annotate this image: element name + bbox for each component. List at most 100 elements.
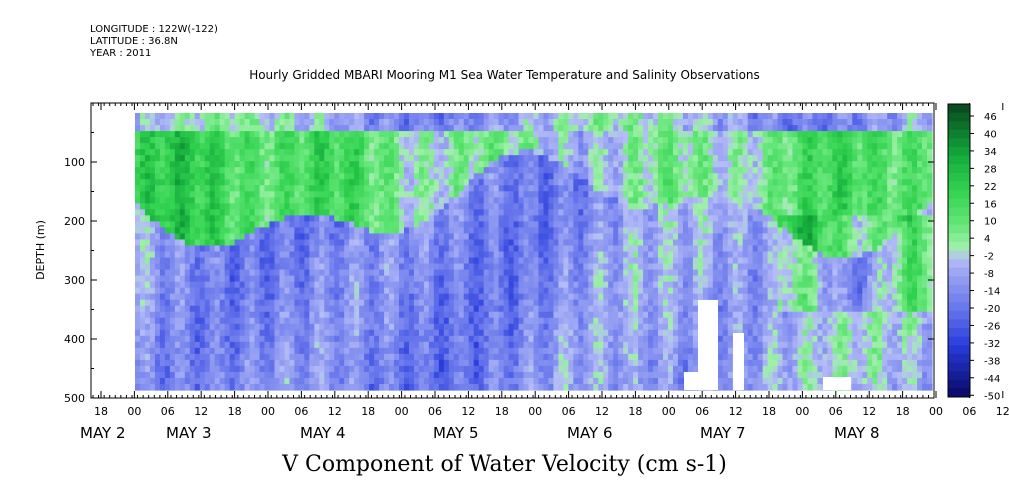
heatmap-cell	[324, 317, 330, 325]
heatmap-cell	[384, 365, 390, 373]
heatmap-cell	[179, 293, 186, 301]
heatmap-cell	[468, 293, 475, 301]
heatmap-cell	[334, 359, 340, 367]
heatmap-cell	[369, 149, 375, 156]
heatmap-cell	[518, 305, 525, 313]
heatmap-cell	[558, 305, 564, 313]
heatmap-cell	[478, 233, 485, 241]
heatmap-cell	[653, 371, 659, 379]
heatmap-cell	[513, 149, 520, 156]
heatmap-cell	[618, 209, 624, 216]
heatmap-cell	[209, 257, 216, 265]
heatmap-cell	[413, 251, 420, 259]
heatmap-cell	[473, 245, 480, 253]
heatmap-cell	[598, 371, 604, 379]
heatmap-cell	[667, 173, 674, 180]
heatmap-cell	[204, 317, 211, 325]
heatmap-cell	[334, 353, 340, 361]
heatmap-cell	[364, 239, 370, 247]
heatmap-cell	[179, 347, 186, 355]
heatmap-cell	[244, 161, 251, 168]
heatmap-cell	[672, 251, 679, 259]
heatmap-cell	[663, 377, 669, 385]
heatmap-cell	[493, 119, 500, 126]
heatmap-cell	[344, 191, 350, 198]
heatmap-cell	[384, 203, 390, 210]
heatmap-cell	[369, 311, 375, 319]
heatmap-cell	[179, 317, 186, 325]
heatmap-cell	[359, 383, 365, 391]
heatmap-cell	[448, 233, 455, 241]
heatmap-cell	[653, 317, 659, 325]
heatmap-cell	[513, 173, 520, 180]
heatmap-cell	[553, 323, 559, 331]
heatmap-cell	[538, 233, 545, 241]
heatmap-cell	[149, 359, 156, 367]
heatmap-cell	[548, 275, 555, 283]
heatmap-cell	[184, 167, 191, 174]
heatmap-cell	[369, 317, 375, 325]
heatmap-cell	[289, 263, 295, 271]
heatmap-cell	[543, 299, 550, 307]
heatmap-cell	[478, 347, 485, 355]
heatmap-cell	[194, 365, 201, 373]
heatmap-cell	[528, 113, 535, 120]
heatmap-cell	[503, 215, 510, 222]
heatmap-cell	[259, 203, 266, 210]
heatmap-cell	[239, 143, 246, 150]
heatmap-cell	[438, 275, 445, 283]
heatmap-cell	[478, 371, 485, 379]
heatmap-cell	[658, 203, 664, 210]
heatmap-cell	[548, 209, 555, 216]
heatmap-cell	[428, 341, 435, 349]
heatmap-cell	[279, 293, 286, 301]
heatmap-cell	[513, 299, 520, 307]
heatmap-cell	[194, 263, 201, 271]
heatmap-cell	[309, 335, 315, 343]
heatmap-cell	[608, 317, 614, 325]
heatmap-cell	[613, 125, 619, 132]
heatmap-cell	[623, 329, 629, 337]
heatmap-cell	[184, 365, 191, 373]
heatmap-cell	[144, 131, 151, 138]
heatmap-cell	[658, 245, 664, 253]
heatmap-cell	[339, 155, 345, 162]
heatmap-cell	[259, 113, 266, 120]
heatmap-cell	[583, 287, 589, 295]
heatmap-cell	[294, 203, 300, 210]
heatmap-cell	[493, 329, 500, 337]
heatmap-cell	[159, 257, 166, 265]
heatmap-cell	[423, 209, 430, 216]
heatmap-cell	[214, 113, 221, 120]
heatmap-cell	[403, 353, 410, 361]
heatmap-cell	[583, 131, 589, 138]
heatmap-cell	[433, 155, 440, 162]
heatmap-cell	[588, 119, 594, 126]
heatmap-cell	[408, 347, 415, 355]
heatmap-cell	[199, 119, 206, 126]
heatmap-cell	[638, 311, 644, 319]
heatmap-cell	[239, 215, 246, 222]
heatmap-cell	[598, 245, 604, 253]
heatmap-cell	[299, 317, 305, 325]
heatmap-cell	[503, 305, 510, 313]
heatmap-cell	[354, 167, 360, 174]
heatmap-cell	[583, 221, 589, 229]
heatmap-cell	[648, 131, 654, 138]
heatmap-cell	[568, 341, 574, 349]
heatmap-cell	[593, 251, 599, 259]
heatmap-cell	[189, 119, 196, 126]
heatmap-cell	[593, 125, 599, 132]
heatmap-cell	[518, 281, 525, 289]
heatmap-cell	[448, 293, 455, 301]
heatmap-cell	[628, 365, 634, 373]
heatmap-cell	[384, 281, 390, 289]
heatmap-cell	[478, 179, 485, 186]
heatmap-cell	[304, 179, 310, 186]
heatmap-cell	[613, 287, 619, 295]
heatmap-cell	[234, 185, 241, 192]
heatmap-cell	[349, 353, 355, 361]
heatmap-cell	[663, 173, 669, 180]
heatmap-cell	[588, 185, 594, 192]
heatmap-cell	[354, 263, 360, 271]
